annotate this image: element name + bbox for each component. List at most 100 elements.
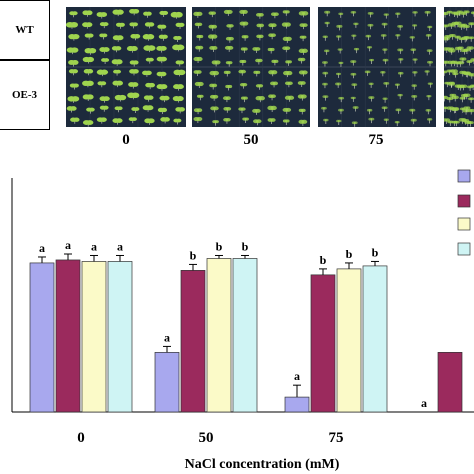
seedling-leaf [242, 82, 248, 87]
seedling-leaf [300, 57, 306, 62]
seedling-leaf [368, 46, 373, 49]
seedling-leaf [470, 22, 474, 26]
seedling-leaf [339, 12, 344, 15]
seedling-leaf [326, 10, 331, 14]
seedling-leaf [115, 59, 123, 65]
seedling-leaf [301, 108, 306, 112]
seedling-leaf [384, 58, 389, 62]
seedling-leaf [455, 120, 460, 124]
seedling-leaf [429, 82, 433, 85]
seedling-leaf [176, 44, 185, 51]
seedling-leaf [174, 11, 183, 18]
seedling-plate-50mm [192, 7, 310, 127]
seedling-leaf [355, 47, 360, 51]
seedling-leaf [287, 81, 293, 86]
bar-s2-50 [180, 270, 206, 413]
seedling-leaf [196, 116, 203, 122]
significance-letter: a [294, 369, 300, 383]
seedling-leaf [162, 95, 170, 101]
seedling-leaf [146, 34, 155, 40]
seedling-leaf [470, 97, 474, 101]
bar-s2-75 [310, 274, 336, 413]
seedling-leaf [131, 82, 139, 87]
seedling-leaf [145, 70, 152, 76]
seedling-leaf [340, 96, 345, 100]
seedling-leaf [132, 22, 138, 27]
seedling-leaf [213, 106, 219, 111]
seedling-leaf [301, 70, 308, 75]
seedling-leaf [324, 82, 328, 86]
seedling-leaf [102, 96, 110, 102]
seedling-leaf [176, 35, 182, 40]
seedling-leaf [258, 95, 265, 101]
seedling-leaf [212, 94, 219, 99]
seedling-leaf [255, 119, 262, 124]
seedling-leaf [242, 9, 248, 14]
seedling-leaf [214, 120, 219, 124]
seedling-leaf [132, 69, 139, 74]
seedling-leaf [100, 81, 107, 86]
seedling-leaf [197, 22, 203, 27]
bar-s3-50 [206, 258, 232, 413]
seedling-leaf [176, 95, 184, 102]
seedling-leaf [176, 84, 184, 90]
seedling-leaf [72, 83, 79, 88]
bar-s4-0 [107, 261, 133, 413]
seedling-leaf [269, 47, 275, 52]
seedling-leaf [454, 107, 460, 111]
photo-conc-label-0: 0 [122, 132, 130, 148]
x-axis-title: NaCl concentration (mM) [185, 457, 340, 472]
seedling-leaf [323, 61, 328, 64]
bar-s2-100 [437, 352, 463, 413]
seedling-leaf [352, 96, 356, 100]
seedling-leaf [160, 107, 168, 113]
seedling-leaf [366, 70, 371, 74]
seedling-leaf [198, 34, 204, 39]
seedling-leaf [337, 82, 342, 86]
seedling-leaf [469, 108, 474, 113]
bar-s4-50 [232, 258, 258, 413]
seedling-leaf [258, 12, 264, 17]
seedling-leaf [428, 25, 433, 29]
seedling-leaf [450, 81, 455, 85]
seedling-leaf [428, 49, 433, 52]
seedling-leaf [100, 12, 108, 17]
seedling-leaf [413, 94, 418, 98]
seedling-leaf [225, 106, 232, 111]
seedling-leaf [270, 105, 277, 111]
seedling-leaf [177, 69, 186, 76]
seedling-leaf [370, 82, 374, 86]
seedling-leaf [85, 80, 94, 87]
seedling-leaf [73, 117, 80, 122]
seedling-leaf [196, 70, 202, 74]
seedling-leaf [465, 25, 470, 28]
seedling-leaf [196, 108, 203, 113]
seedling-leaf [258, 23, 265, 28]
seedling-leaf [178, 107, 185, 112]
seedling-leaf [465, 10, 470, 14]
seedling-leaf [160, 24, 167, 29]
seedling-leaf [337, 35, 342, 38]
seedling-leaf [243, 35, 249, 39]
seedling-leaf [115, 46, 122, 51]
seedling-leaf [115, 118, 123, 123]
seedling-leaf [147, 118, 155, 124]
seedling-leaf [131, 92, 140, 99]
seedling-leaf [196, 11, 203, 17]
seedling-leaf [272, 81, 279, 86]
seedling-leaf [397, 108, 402, 112]
seedling-leaf [352, 11, 357, 14]
seedling-leaf [427, 33, 432, 37]
seedling-leaf [211, 83, 218, 88]
seedling-leaf [116, 9, 124, 15]
seedling-leaf [453, 95, 459, 100]
seedling-leaf [338, 24, 343, 28]
seedling-leaf [89, 107, 95, 112]
seedling-leaf [301, 35, 307, 39]
seedling-leaf [102, 47, 110, 52]
legend-swatch-4 [457, 242, 471, 256]
seedling-leaf [241, 59, 247, 64]
seedling-leaf [244, 117, 249, 121]
seedling-leaf [87, 33, 94, 38]
seedling-leaf [414, 11, 418, 14]
